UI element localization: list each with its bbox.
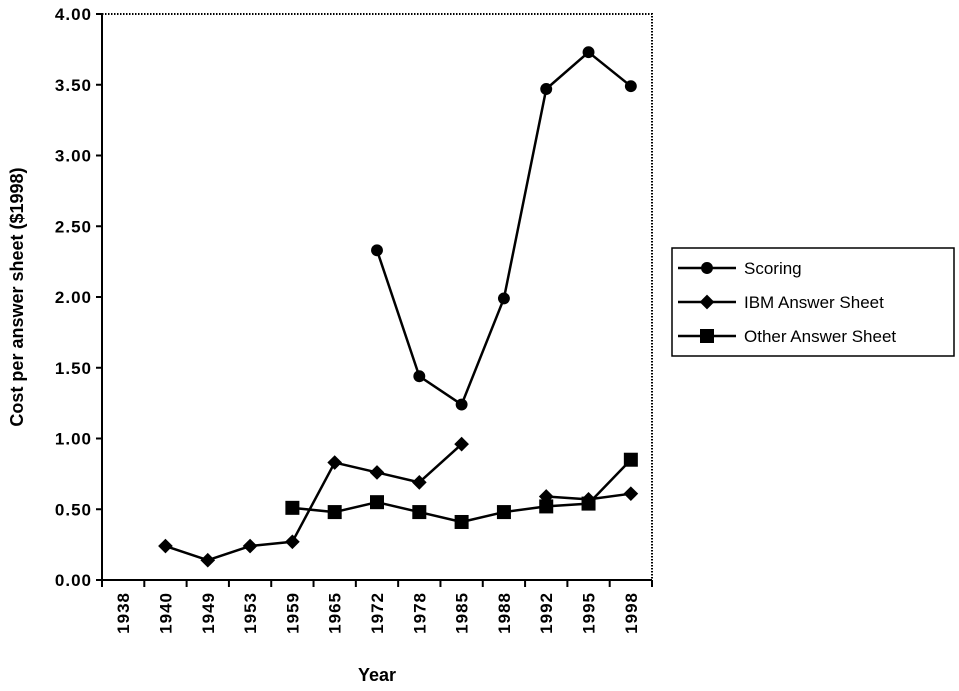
plot-frame — [102, 14, 652, 580]
x-tick-label: 1995 — [580, 592, 599, 634]
data-point — [497, 505, 511, 519]
series-line — [292, 460, 630, 522]
series-line — [377, 52, 631, 404]
data-point — [371, 244, 383, 256]
y-tick-label: 3.50 — [55, 76, 92, 95]
data-point — [456, 399, 468, 411]
y-tick-label: 0.00 — [55, 571, 92, 590]
data-point — [498, 292, 510, 304]
y-tick-label: 1.00 — [55, 430, 92, 449]
x-tick-label: 1988 — [495, 592, 514, 634]
data-point — [455, 515, 469, 529]
series-scoring — [371, 46, 637, 410]
x-axis: 1938 1940 1949 1953 1959 1965 1972 1978 1985 1988… — [102, 580, 652, 634]
x-tick-label: 1949 — [199, 592, 218, 634]
y-tick-label: 0.50 — [55, 500, 92, 519]
data-point — [327, 455, 342, 470]
x-tick-label: 1998 — [622, 592, 641, 634]
data-point — [413, 370, 425, 382]
y-tick-label: 4.00 — [55, 5, 92, 24]
data-point — [412, 505, 426, 519]
plot-border — [102, 14, 652, 580]
y-axis: 0.00 0.50 1.00 1.50 2.00 2.50 3.00 3.50 4.00 — [55, 5, 102, 590]
legend-label: Scoring — [744, 259, 802, 278]
data-point — [328, 505, 342, 519]
data-point — [539, 499, 553, 513]
data-point — [582, 497, 596, 511]
x-tick-label: 1965 — [326, 592, 345, 634]
x-tick-label: 1985 — [453, 592, 472, 634]
data-point — [583, 46, 595, 58]
x-axis-title: Year — [358, 665, 396, 685]
legend-marker — [701, 262, 713, 274]
data-point — [623, 486, 638, 501]
x-tick-label: 1940 — [156, 592, 175, 634]
data-point — [370, 495, 384, 509]
y-tick-label: 1.50 — [55, 359, 92, 378]
legend: Scoring IBM Answer Sheet Other Answer Shee… — [672, 248, 954, 356]
legend-label: Other Answer Sheet — [744, 327, 896, 346]
data-point — [158, 539, 173, 554]
data-point — [200, 553, 215, 568]
data-point — [370, 465, 385, 480]
data-point — [285, 534, 300, 549]
series-line — [165, 444, 461, 560]
y-axis-title: Cost per answer sheet ($1998) — [7, 167, 27, 426]
data-point — [624, 453, 638, 467]
x-tick-label: 1953 — [241, 592, 260, 634]
data-point — [540, 83, 552, 95]
series-layer — [158, 46, 638, 567]
y-tick-label: 3.00 — [55, 147, 92, 166]
data-point — [625, 80, 637, 92]
y-tick-label: 2.00 — [55, 288, 92, 307]
x-tick-label: 1992 — [537, 592, 556, 634]
data-point — [285, 501, 299, 515]
x-tick-label: 1978 — [410, 592, 429, 634]
x-tick-label: 1938 — [114, 592, 133, 634]
series-ibm-answer-sheet — [158, 437, 638, 568]
y-tick-label: 2.50 — [55, 217, 92, 236]
x-tick-label: 1972 — [368, 592, 387, 634]
legend-label: IBM Answer Sheet — [744, 293, 884, 312]
legend-marker — [700, 329, 714, 343]
data-point — [243, 539, 258, 554]
x-tick-label: 1959 — [283, 592, 302, 634]
